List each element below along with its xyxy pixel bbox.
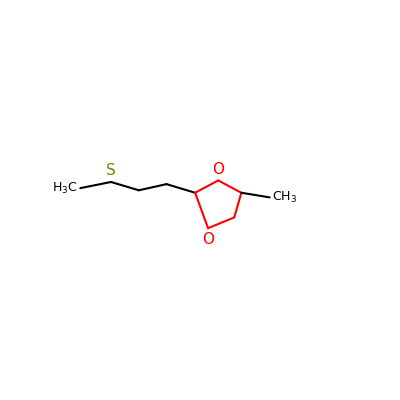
Text: O: O — [212, 162, 224, 177]
Text: CH$_3$: CH$_3$ — [272, 190, 297, 205]
Text: O: O — [202, 232, 214, 247]
Text: H$_3$C: H$_3$C — [52, 180, 78, 196]
Text: S: S — [106, 163, 116, 178]
